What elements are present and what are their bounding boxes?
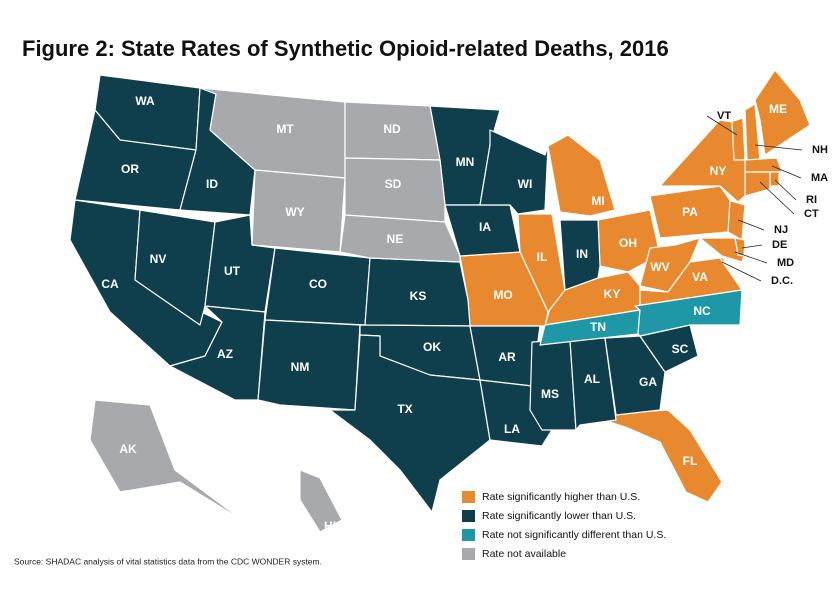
state-label: KY <box>604 287 621 301</box>
state-label: NV <box>150 252 167 266</box>
leader-line <box>759 181 795 215</box>
state-label: OH <box>619 236 637 250</box>
state-label: NC <box>693 304 711 318</box>
state-label: NJ <box>774 224 788 236</box>
state <box>727 199 746 241</box>
state-label: NH <box>812 144 828 156</box>
state-label: MT <box>276 122 294 136</box>
leader-line <box>706 115 738 136</box>
state-label: UT <box>224 264 241 278</box>
state-label: OR <box>121 162 139 176</box>
states <box>69 69 811 533</box>
state-label: SD <box>385 177 402 191</box>
state <box>744 171 771 197</box>
state <box>134 209 216 326</box>
state <box>89 399 246 523</box>
legend: Rate significantly higher than U.S. Rate … <box>462 491 666 560</box>
state-label: ME <box>769 102 787 116</box>
state <box>517 213 566 313</box>
state-label: TX <box>397 402 412 416</box>
title: Figure 2: State Rates of Synthetic Opioi… <box>22 36 669 61</box>
state-label: ND <box>383 122 401 136</box>
state-label: MN <box>456 155 475 169</box>
state-label: TN <box>590 320 606 334</box>
state <box>257 319 361 411</box>
leader-line <box>774 179 797 201</box>
state-label: VT <box>717 110 731 122</box>
state-label: KS <box>410 289 427 303</box>
state-label: DE <box>772 239 787 251</box>
state-label: MA <box>811 172 828 184</box>
state-label: HI <box>324 519 336 533</box>
state <box>604 335 666 416</box>
legend-box <box>456 488 678 576</box>
state-label: MO <box>493 288 512 302</box>
legend-swatch <box>462 529 475 541</box>
state-label: PA <box>682 205 698 219</box>
source: Source: SHADAC analysis of vital statist… <box>14 556 322 566</box>
state <box>769 171 780 187</box>
state-label: MS <box>541 387 559 401</box>
state <box>634 289 743 337</box>
state-label: AL <box>584 372 600 386</box>
state <box>649 185 731 239</box>
state-label: NE <box>387 232 404 246</box>
state <box>659 119 746 203</box>
state <box>299 469 343 533</box>
leader-line <box>737 219 765 231</box>
state <box>559 219 601 291</box>
state-label: WY <box>285 205 304 219</box>
legend-swatch <box>462 510 475 522</box>
state-label: IA <box>479 220 491 234</box>
state-label: VA <box>692 270 708 284</box>
state-label: RI <box>806 194 817 206</box>
state-label: AK <box>119 442 137 456</box>
state-label: FL <box>683 454 698 468</box>
state-label: CO <box>309 277 327 291</box>
state-label: IL <box>537 250 548 264</box>
state-label: LA <box>504 422 520 436</box>
state <box>339 214 461 263</box>
leader-line <box>754 144 803 151</box>
legend-label: Rate not available <box>482 548 566 560</box>
state <box>329 334 491 513</box>
state-label: SC <box>672 342 689 356</box>
leader-line <box>721 261 762 282</box>
state-label: WV <box>650 260 669 274</box>
leader-line <box>734 251 768 264</box>
state <box>479 129 549 215</box>
state <box>344 157 446 223</box>
state-label: OK <box>423 340 441 354</box>
state-label: NY <box>710 164 727 178</box>
state-label: AZ <box>217 347 233 361</box>
state-label: D.C. <box>771 275 793 287</box>
legend-label: Rate significantly lower than U.S. <box>482 510 636 522</box>
state <box>587 409 723 503</box>
state-label: IN <box>576 247 588 261</box>
state-label: MD <box>777 257 794 269</box>
state-label: GA <box>639 375 657 389</box>
state-labels: VT NH ME MA RI CT NY NJ PA DE MD D.C. OH MI WV VA KY IL MO… <box>101 94 828 533</box>
legend-label: Rate not significantly different than U.… <box>482 529 666 541</box>
state <box>699 237 745 263</box>
leader-line <box>771 165 802 179</box>
state-label: WA <box>135 94 155 108</box>
legend-label: Rate significantly higher than U.S. <box>482 491 640 503</box>
state <box>744 157 783 173</box>
state <box>754 69 811 156</box>
leader-line <box>741 244 763 249</box>
legend-swatch <box>462 491 475 503</box>
state-label: MI <box>591 194 604 208</box>
state-label: CA <box>101 277 119 291</box>
state <box>547 134 616 217</box>
state-label: AR <box>498 350 516 364</box>
state-label: NM <box>291 360 310 374</box>
state-label: CT <box>804 208 819 220</box>
state-label: ID <box>206 177 218 191</box>
state <box>529 339 577 431</box>
legend-swatch <box>462 548 475 560</box>
state-label: WI <box>518 177 533 191</box>
